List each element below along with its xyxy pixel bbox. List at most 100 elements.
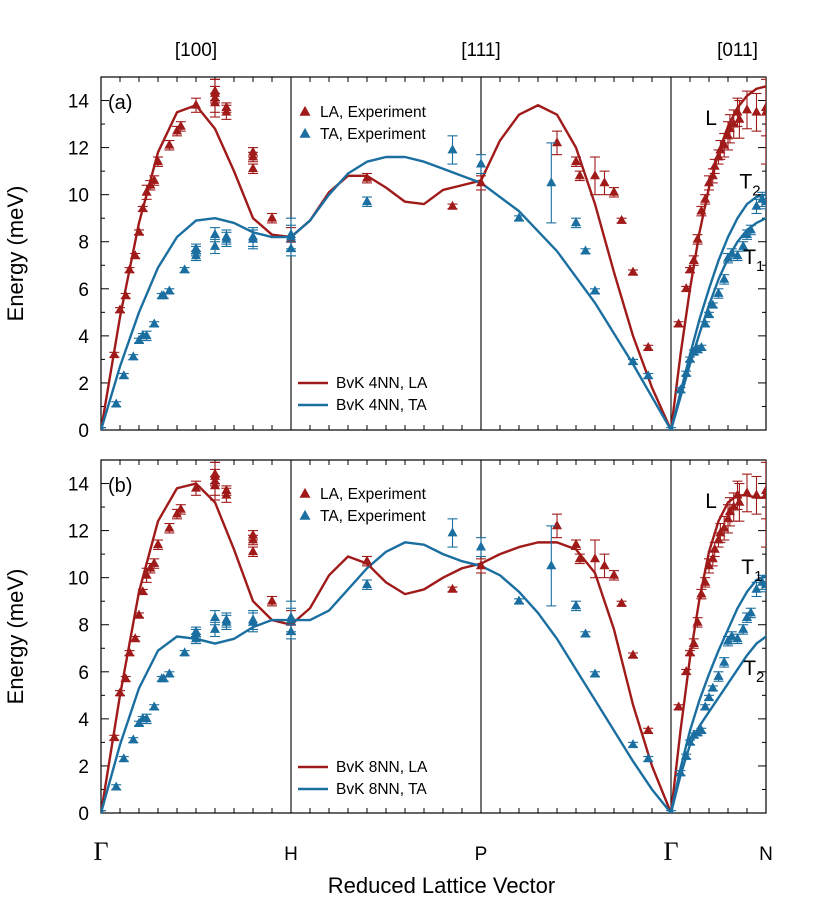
data-point-ta [209, 240, 221, 250]
data-point-ta [513, 595, 525, 605]
data-point-ta [589, 668, 601, 678]
y-tick-label: 4 [78, 327, 89, 348]
data-point-la [447, 200, 458, 210]
data-point-la [209, 480, 221, 490]
data-point-ta [713, 670, 724, 680]
y-tick-label: 8 [78, 616, 89, 637]
data-point-la [696, 588, 707, 598]
data-point-ta [149, 318, 160, 328]
y-tick-label: 8 [78, 233, 89, 254]
data-point-la [447, 583, 458, 593]
data-point-ta [627, 739, 639, 749]
data-point-la [247, 546, 259, 556]
data-point-la [137, 203, 148, 213]
data-point-ta [570, 217, 582, 227]
data-point-la [171, 125, 183, 135]
data-point-la [709, 160, 720, 170]
data-point-la [589, 553, 601, 563]
x-point-label: N [759, 844, 773, 865]
data-point-ta [209, 229, 221, 239]
data-point-ta [745, 607, 756, 617]
data-point-ta [684, 353, 696, 363]
legend-label: BvK 4NN, LA [336, 375, 428, 392]
data-point-ta [158, 290, 169, 300]
data-point-ta [726, 630, 737, 640]
data-point-la [109, 349, 120, 359]
data-point-ta [101, 807, 105, 813]
legend-marker-la [299, 105, 311, 116]
data-point-ta [681, 367, 692, 377]
data-point-la [175, 503, 186, 513]
x-point-label: H [284, 844, 298, 865]
data-point-ta [570, 600, 582, 610]
data-point-la [152, 539, 164, 549]
data-point-ta [719, 273, 730, 283]
branch-label-t2: T2 [743, 657, 764, 686]
data-point-ta [190, 250, 202, 260]
data-point-la [247, 146, 259, 156]
data-point-ta [209, 623, 221, 633]
data-point-la [709, 543, 720, 553]
data-point-la [643, 341, 654, 352]
y-tick-label: 4 [78, 710, 89, 731]
data-point-la [266, 595, 278, 605]
legend-label: LA, Experiment [320, 104, 427, 121]
branch-label-subscript: 2 [756, 669, 764, 686]
y-tick-label: 2 [78, 757, 89, 778]
data-point-la [692, 233, 703, 243]
data-point-la [247, 163, 259, 173]
data-point-ta [118, 753, 129, 763]
data-point-la [684, 647, 696, 657]
data-point-la [152, 156, 164, 166]
legend-marker-la [299, 487, 311, 498]
data-point-ta [684, 736, 696, 746]
data-point-ta [745, 224, 756, 234]
branch-label-t2: T2 [739, 171, 760, 200]
data-point-ta [513, 212, 525, 222]
data-point-la [209, 97, 221, 107]
data-point-ta [667, 807, 675, 813]
x-point-label: P [475, 844, 488, 865]
data-point-la [574, 170, 585, 180]
legend-marker-ta [299, 127, 311, 138]
data-point-ta [696, 341, 707, 352]
data-point-ta [722, 252, 734, 262]
data-point-la [719, 522, 730, 532]
data-point-ta [580, 245, 591, 255]
y-tick-label: 0 [78, 421, 89, 442]
data-point-la [133, 609, 145, 619]
data-point-ta [361, 196, 373, 206]
data-point-ta [447, 527, 458, 537]
y-axis-title: Energy (meV) [3, 569, 28, 705]
branch-label-subscript: 1 [756, 258, 764, 275]
y-tick-label: 14 [68, 92, 90, 113]
data-point-la [599, 177, 610, 187]
y-tick-label: 12 [68, 522, 89, 543]
data-point-ta [361, 579, 373, 589]
data-point-ta [247, 233, 259, 243]
x-point-label: Γ [93, 837, 108, 866]
data-point-ta [101, 424, 105, 430]
data-point-la [688, 637, 699, 647]
data-point-la [728, 118, 739, 128]
y-tick-label: 6 [78, 280, 89, 301]
data-point-la [120, 290, 131, 300]
plot-area [101, 460, 766, 813]
data-point-la [145, 179, 156, 189]
data-point-ta [760, 579, 766, 589]
data-point-ta [713, 287, 724, 297]
data-point-ta [475, 541, 487, 551]
data-point-la [164, 139, 175, 149]
data-point-ta [133, 717, 145, 727]
data-point-la [190, 482, 202, 492]
data-point-la [760, 106, 766, 116]
data-point-ta [209, 612, 221, 622]
y-tick-label: 10 [68, 569, 89, 590]
y-tick-label: 12 [68, 139, 89, 160]
data-point-ta [738, 623, 749, 633]
data-point-ta [675, 767, 686, 777]
data-point-la [673, 318, 684, 328]
branch-label-subscript: 2 [752, 183, 760, 200]
